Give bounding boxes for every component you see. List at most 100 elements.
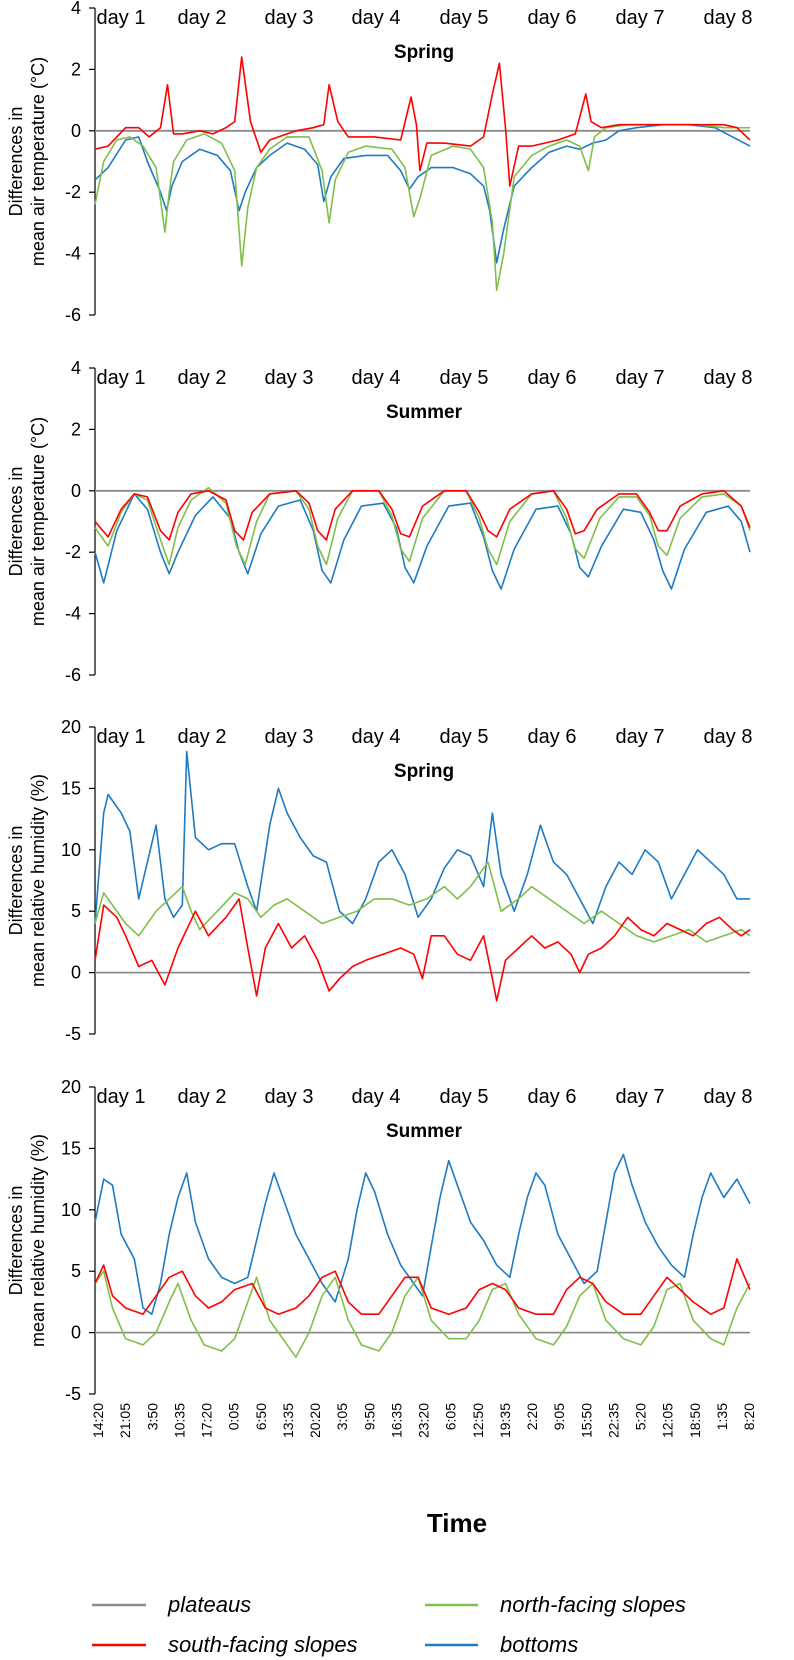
y-tick-label: 0 [71, 481, 81, 501]
day-label: day 5 [440, 7, 489, 29]
x-tick-label: 16:35 [388, 1403, 404, 1438]
y-tick-label: -6 [65, 305, 81, 325]
y-tick-label: -6 [65, 665, 81, 685]
x-axis: 14:20 21:05 3:50 10:35 17:20 0:05 6:50 13:35 20:… [90, 1403, 757, 1438]
day-label: day 8 [704, 367, 753, 389]
day-label: day 2 [178, 367, 227, 389]
day-label: day 1 [97, 7, 146, 29]
legend: plateaus south-facing slopes north-facin… [92, 1592, 686, 1657]
x-tick-label: 3:05 [334, 1403, 350, 1430]
day-label: day 7 [616, 726, 665, 748]
day-label: day 7 [616, 7, 665, 29]
day-label: day 6 [528, 7, 577, 29]
y-tick-label: 10 [61, 840, 81, 860]
day-label: day 3 [265, 7, 314, 29]
series-line-bottoms [94, 1153, 751, 1315]
x-tick-label: 21:05 [117, 1403, 133, 1438]
y-axis-label: Differences in mean air temperature (°C) [6, 57, 48, 266]
day-label: day 8 [704, 726, 753, 748]
day-label: day 4 [352, 726, 401, 748]
y-axis-label-line2: mean relative humidity (%) [28, 774, 48, 987]
day-label: day 2 [178, 726, 227, 748]
x-tick-label: 10:35 [171, 1403, 187, 1438]
panel-title: Summer [386, 402, 463, 423]
y-tick-label: -4 [65, 604, 81, 624]
x-tick-label: 13:35 [280, 1403, 296, 1438]
y-axis-label-line1: Differences in [6, 826, 26, 936]
y-tick-label: -5 [65, 1384, 81, 1404]
y-axis-label-line2: mean relative humidity (%) [28, 1134, 48, 1347]
day-label: day 4 [352, 7, 401, 29]
chart-panel-2: 4 2 0 -2 -4 -6 Differences in mean air temperat… [6, 358, 752, 685]
x-tick-label: 5:20 [633, 1403, 649, 1430]
day-label: day 4 [352, 367, 401, 389]
y-tick-label: 4 [71, 358, 81, 378]
series-line-bottoms [94, 123, 751, 264]
series-line-south-facing-slopes [94, 1258, 751, 1315]
x-tick-label: 19:35 [497, 1403, 513, 1438]
day-label: day 7 [616, 1086, 665, 1108]
series-line-north-facing-slopes [94, 486, 751, 566]
day-label: day 5 [440, 726, 489, 748]
series-line-north-facing-slopes [94, 123, 750, 292]
y-tick-label: 2 [71, 59, 81, 79]
y-axis-label-line1: Differences in [6, 467, 26, 577]
y-tick-label: 0 [71, 121, 81, 141]
x-tick-label: 22:35 [605, 1403, 621, 1438]
day-label: day 2 [178, 7, 227, 29]
y-axis-label-line1: Differences in [6, 107, 26, 217]
day-label: day 3 [265, 726, 314, 748]
series-line-south-facing-slopes [94, 490, 751, 541]
day-label: day 1 [97, 726, 146, 748]
day-label: day 5 [440, 1086, 489, 1108]
y-axis-label-line2: mean air temperature (°C) [28, 417, 48, 626]
x-tick-label: 1:35 [714, 1403, 730, 1430]
day-label: day 8 [704, 1086, 753, 1108]
x-tick-label: 0:05 [226, 1403, 242, 1430]
day-label: day 6 [528, 726, 577, 748]
chart-panel-1: 4 2 0 -2 -4 -6 Differences in mean air temperat… [6, 0, 752, 325]
day-label: day 3 [265, 1086, 314, 1108]
y-tick-label: 20 [61, 717, 81, 737]
series-line-south-facing-slopes [94, 56, 751, 187]
day-label: day 8 [704, 7, 753, 29]
day-label: day 6 [528, 367, 577, 389]
y-axis-label: Differences in mean air temperature (°C) [6, 417, 48, 626]
day-label: day 2 [178, 1086, 227, 1108]
x-tick-label: 6:05 [443, 1403, 459, 1430]
x-tick-label: 17:20 [199, 1403, 215, 1438]
x-tick-label: 15:50 [578, 1403, 594, 1438]
y-tick-label: 4 [71, 0, 81, 18]
x-tick-label: 14:20 [90, 1403, 106, 1438]
panel-title: Spring [394, 42, 454, 63]
x-tick-label: 8:20 [741, 1403, 757, 1430]
day-label: day 1 [97, 367, 146, 389]
x-tick-label: 9:05 [551, 1403, 567, 1430]
y-tick-label: 20 [61, 1077, 81, 1097]
y-axis-label-line2: mean air temperature (°C) [28, 57, 48, 266]
legend-label-plateaus: plateaus [167, 1592, 251, 1617]
y-axis-label: Differences in mean relative humidity (%) [6, 1134, 48, 1347]
day-label: day 6 [528, 1086, 577, 1108]
y-tick-label: -2 [65, 542, 81, 562]
y-axis-label: Differences in mean relative humidity (%) [6, 774, 48, 987]
x-tick-label: 12:05 [660, 1403, 676, 1438]
x-tick-label: 20:20 [307, 1403, 323, 1438]
y-tick-label: -4 [65, 244, 81, 264]
y-tick-label: 0 [71, 1323, 81, 1343]
y-tick-label: 2 [71, 419, 81, 439]
day-label: day 1 [97, 1086, 146, 1108]
panel-title: Summer [386, 1121, 463, 1142]
series-line-bottoms [94, 493, 751, 590]
legend-label-south: south-facing slopes [168, 1632, 358, 1657]
x-tick-label: 6:50 [253, 1403, 269, 1430]
series-line-north-facing-slopes [94, 861, 751, 943]
y-tick-label: 15 [61, 778, 81, 798]
y-tick-label: -2 [65, 182, 81, 202]
chart-panel-4: 20 15 10 5 0 -5 Differences in mean relative hu… [6, 1077, 752, 1404]
x-axis-title: Time [427, 1508, 487, 1538]
x-tick-label: 9:50 [361, 1403, 377, 1430]
y-tick-label: 0 [71, 963, 81, 983]
